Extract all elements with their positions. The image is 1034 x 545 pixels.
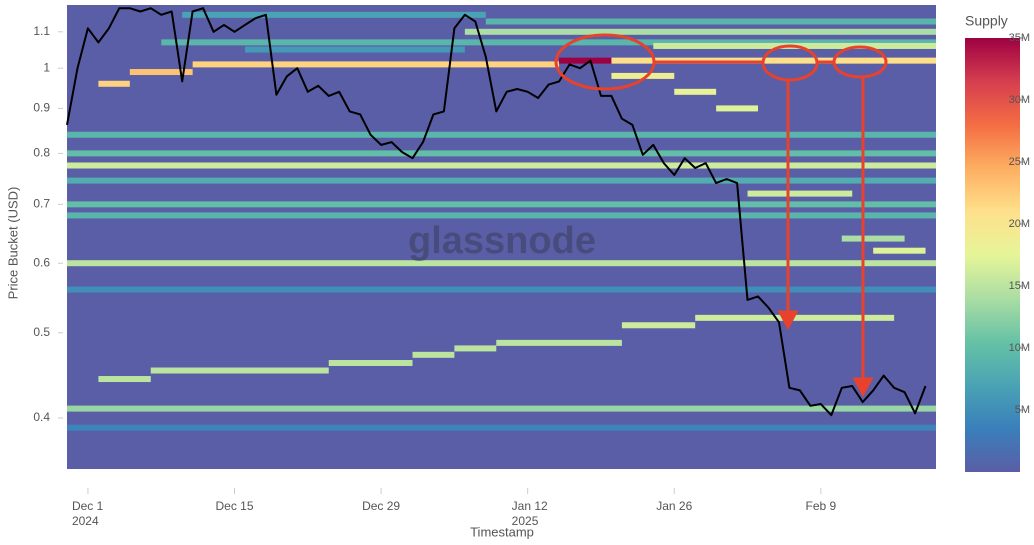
heat-band bbox=[182, 11, 486, 18]
heat-band bbox=[129, 69, 193, 76]
heat-band bbox=[485, 18, 936, 25]
heat-band bbox=[67, 177, 936, 184]
heat-band bbox=[695, 314, 895, 321]
heat-band bbox=[674, 88, 717, 95]
arrowhead bbox=[852, 377, 874, 398]
annotations bbox=[554, 33, 888, 398]
y-axis-title: Price Bucket (USD) bbox=[5, 187, 20, 300]
heat-band bbox=[747, 190, 853, 197]
price-line bbox=[66, 7, 927, 417]
colorbar-tick-label: 5M bbox=[1015, 404, 1030, 416]
heat-band bbox=[873, 247, 926, 254]
heat-band bbox=[328, 360, 413, 367]
watermark: glassnode bbox=[408, 220, 596, 262]
heat-band bbox=[67, 131, 936, 138]
heat-band bbox=[67, 405, 936, 412]
heat-band bbox=[67, 212, 936, 219]
y-tick-label: 1 bbox=[43, 60, 50, 74]
x-axis-title: Timestamp bbox=[470, 524, 534, 539]
heat-band bbox=[412, 351, 455, 358]
heat-band bbox=[464, 28, 936, 35]
heat-band bbox=[621, 322, 696, 329]
heat-band bbox=[98, 80, 130, 87]
heat-band bbox=[67, 286, 936, 293]
heat-band bbox=[244, 46, 465, 53]
heat-band bbox=[841, 235, 905, 242]
heat-band bbox=[454, 345, 497, 352]
heat-band bbox=[150, 367, 329, 374]
heat-band bbox=[611, 57, 936, 64]
colorbar-tick-label: 35M bbox=[1009, 32, 1030, 44]
colorbar bbox=[965, 38, 1020, 472]
colorbar-tick-label: 20M bbox=[1009, 218, 1030, 230]
colorbar-tick-label: 30M bbox=[1009, 94, 1030, 106]
x-tick-label: Dec 15 bbox=[215, 499, 254, 513]
y-tick-label: 0.4 bbox=[33, 410, 50, 424]
arrowhead bbox=[777, 310, 799, 331]
y-tick-label: 0.6 bbox=[33, 255, 50, 269]
y-tick-label: 0.7 bbox=[33, 197, 50, 211]
x-tick-label: Dec 1 2024 bbox=[71, 499, 104, 528]
y-tick-label: 1.1 bbox=[33, 24, 50, 38]
heat-band bbox=[67, 260, 936, 267]
heat-band bbox=[67, 150, 936, 157]
heat-band bbox=[496, 339, 622, 346]
heat-band bbox=[67, 424, 936, 431]
colorbar-title: Supply bbox=[965, 13, 1008, 29]
heat-band bbox=[611, 72, 675, 79]
colorbar-tick-label: 25M bbox=[1009, 156, 1030, 168]
heat-band bbox=[559, 57, 612, 64]
heat-band bbox=[161, 39, 937, 46]
heat-band bbox=[716, 105, 759, 112]
heat-band bbox=[67, 162, 936, 169]
heat-band bbox=[98, 376, 151, 383]
plot-background bbox=[67, 5, 936, 469]
x-tick-label: Jan 26 bbox=[656, 499, 693, 513]
heat-band bbox=[192, 61, 560, 68]
y-tick-label: 0.5 bbox=[33, 325, 50, 339]
x-tick-label: Jan 12 2025 bbox=[511, 499, 548, 528]
y-tick-label: 0.8 bbox=[33, 146, 50, 160]
x-tick-label: Feb 9 bbox=[805, 499, 837, 513]
colorbar-tick-label: 15M bbox=[1009, 280, 1030, 292]
x-tick-label: Dec 29 bbox=[362, 499, 401, 513]
colorbar-tick-label: 10M bbox=[1009, 342, 1030, 354]
y-tick-label: 0.9 bbox=[33, 101, 50, 115]
heat-band bbox=[67, 201, 936, 208]
